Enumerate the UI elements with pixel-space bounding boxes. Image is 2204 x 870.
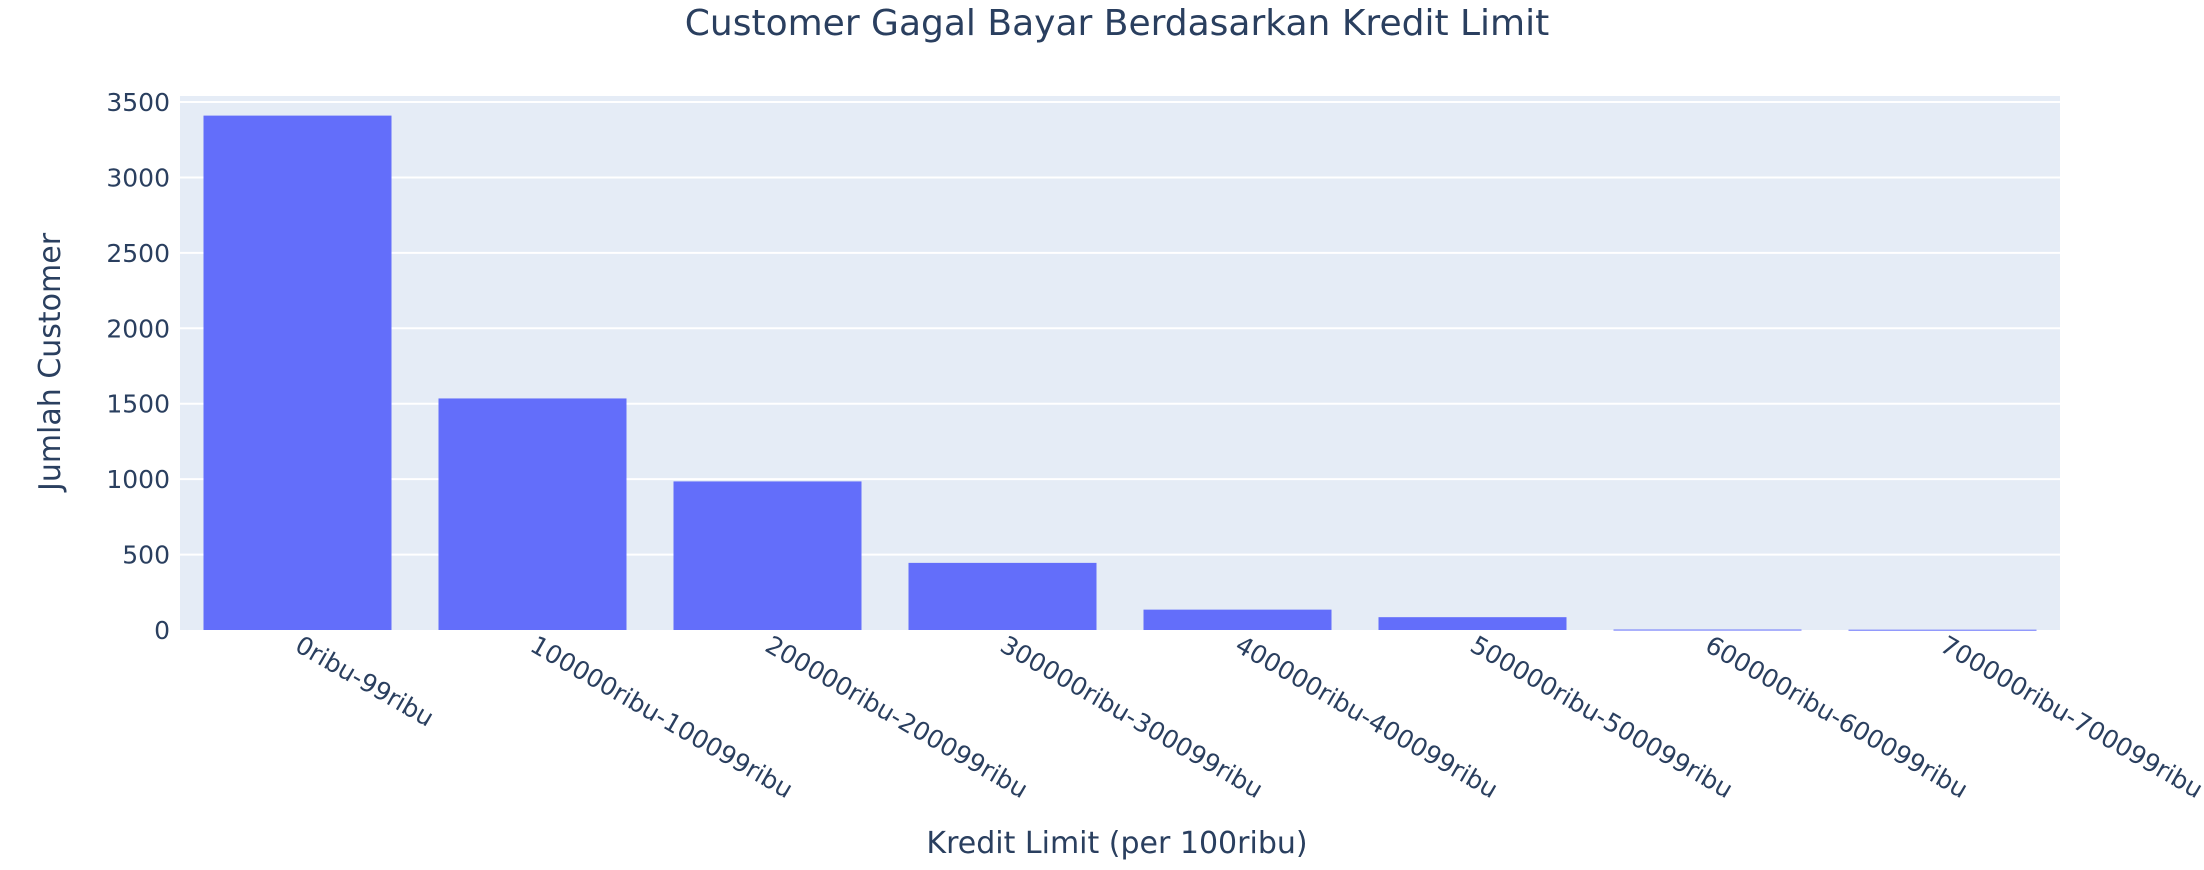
bar — [908, 562, 1097, 630]
x-tick-label: 500000ribu-500099ribu — [1466, 630, 1738, 804]
x-tick-labels: 0ribu-99ribu 100000ribu-100099ribu200000r… — [291, 630, 2204, 804]
y-tick-label: 500 — [122, 541, 170, 570]
x-tick-label: 200000ribu-200099ribu — [761, 630, 1033, 804]
y-tick-label: 0 — [154, 616, 170, 645]
y-tick-label: 3500 — [106, 88, 170, 117]
x-axis-title: Kredit Limit (per 100ribu) — [926, 826, 1307, 861]
x-tick-label: 400000ribu-400099ribu — [1231, 630, 1503, 804]
y-tick-labels: 0 500 1000 1500 2000 2500 3000 3500 — [106, 88, 170, 645]
x-tick-label: 300000ribu-300099ribu — [996, 630, 1268, 804]
y-axis-title: Jumlah Customer — [33, 232, 68, 493]
bar — [673, 481, 862, 630]
bar — [203, 115, 392, 630]
x-tick-label: 700000ribu-700099ribu — [1936, 630, 2204, 804]
y-tick-label: 2000 — [106, 314, 170, 343]
chart-title: Customer Gagal Bayar Berdasarkan Kredit … — [685, 3, 1550, 44]
bar — [1613, 629, 1802, 631]
y-tick-label: 2500 — [106, 239, 170, 268]
bar — [438, 398, 627, 630]
bar — [1143, 609, 1332, 630]
y-tick-label: 3000 — [106, 163, 170, 192]
bar — [1378, 617, 1567, 630]
bars — [203, 115, 2037, 631]
bar — [1848, 629, 2037, 631]
x-tick-label: 600000ribu-600099ribu — [1701, 630, 1973, 804]
x-tick-label: 0ribu-99ribu — [291, 630, 439, 732]
x-tick-label: 100000ribu-100099ribu — [526, 630, 798, 804]
y-tick-label: 1500 — [106, 390, 170, 419]
y-tick-label: 1000 — [106, 465, 170, 494]
